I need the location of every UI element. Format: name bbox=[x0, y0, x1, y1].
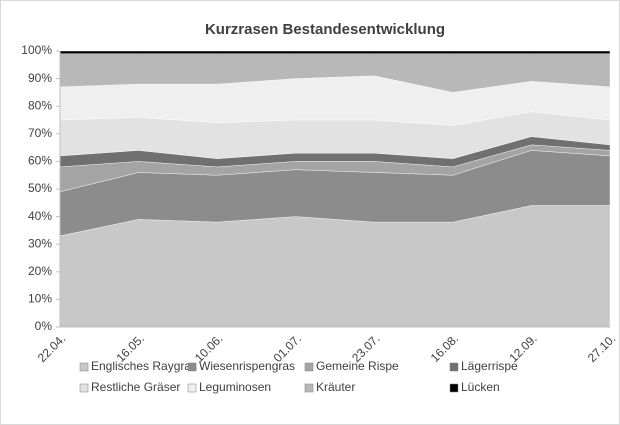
y-tick-label: 20% bbox=[28, 264, 52, 278]
y-tick-label: 40% bbox=[28, 209, 52, 223]
legend-label: Lücken bbox=[461, 380, 500, 394]
legend-swatch bbox=[187, 362, 197, 372]
legend-swatch bbox=[449, 383, 459, 393]
y-tick-label: 0% bbox=[35, 319, 53, 333]
y-tick-label: 30% bbox=[28, 236, 52, 250]
y-tick-label: 80% bbox=[28, 98, 52, 112]
legend-label: Kräuter bbox=[316, 380, 355, 394]
chart-title: Kurzrasen Bestandesentwicklung bbox=[205, 21, 445, 38]
y-tick-label: 50% bbox=[28, 181, 52, 195]
y-tick-label: 60% bbox=[28, 154, 52, 168]
y-tick-label: 10% bbox=[28, 292, 52, 306]
y-tick-label: 70% bbox=[28, 126, 52, 140]
legend-label: Leguminosen bbox=[199, 380, 271, 394]
area bbox=[59, 205, 611, 328]
legend-swatch bbox=[187, 383, 197, 393]
legend-label: Lägerrispe bbox=[461, 359, 518, 373]
legend-label: Englisches Raygras bbox=[91, 359, 197, 373]
y-tick-label: 90% bbox=[28, 71, 52, 85]
legend-swatch bbox=[304, 362, 314, 372]
legend-swatch bbox=[79, 383, 89, 393]
legend-swatch bbox=[304, 383, 314, 393]
y-tick-label: 100% bbox=[21, 43, 52, 57]
legend-label: Gemeine Rispe bbox=[316, 359, 399, 373]
legend-swatch bbox=[79, 362, 89, 372]
legend-label: Restliche Gräser bbox=[91, 380, 180, 394]
legend-label: Wiesenrispengras bbox=[199, 359, 295, 373]
area bbox=[59, 50, 611, 54]
legend-swatch bbox=[449, 362, 459, 372]
